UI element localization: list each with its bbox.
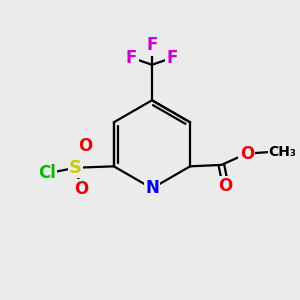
Text: S: S [69, 159, 82, 177]
Text: F: F [146, 36, 158, 54]
Text: N: N [145, 179, 159, 197]
Text: CH₃: CH₃ [268, 145, 296, 159]
Text: O: O [218, 177, 233, 195]
Text: O: O [78, 137, 93, 155]
Text: O: O [240, 145, 254, 163]
Text: O: O [74, 180, 88, 198]
Text: Cl: Cl [38, 164, 56, 182]
Text: F: F [126, 49, 137, 67]
Text: F: F [167, 49, 178, 67]
